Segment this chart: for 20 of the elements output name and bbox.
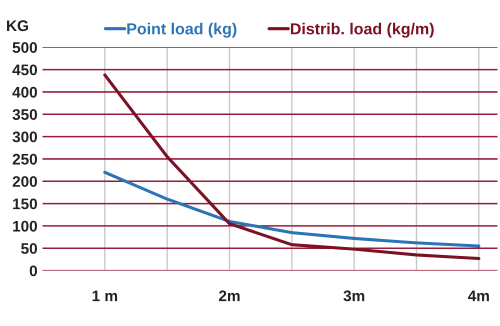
x-tick-label: 4m: [468, 290, 489, 302]
y-tick-label: 0: [30, 265, 38, 276]
y-tick-label: 350: [12, 109, 38, 120]
line-series: [103, 73, 480, 260]
legend-label: Point load (kg): [127, 22, 236, 38]
y-tick-label: 150: [13, 198, 38, 210]
x-tick-label: 3m: [343, 290, 364, 302]
y-tick-label: 250: [12, 154, 38, 165]
y-tick-label: 300: [12, 131, 38, 142]
y-axis-title: KG: [7, 20, 28, 32]
y-tick-label: 100: [13, 220, 38, 232]
y-tick-label: 400: [12, 86, 38, 98]
y-tick-label: 200: [12, 176, 38, 187]
legend-label: Distrib. load (kg/m): [290, 22, 434, 38]
y-tick-label: 450: [12, 64, 38, 76]
line-series: [103, 170, 480, 248]
y-tick-label: 500: [12, 42, 38, 53]
y-tick-label: 50: [21, 243, 38, 254]
x-tick-label: 2m: [218, 290, 240, 302]
x-tick-label: 1 m: [92, 290, 118, 302]
